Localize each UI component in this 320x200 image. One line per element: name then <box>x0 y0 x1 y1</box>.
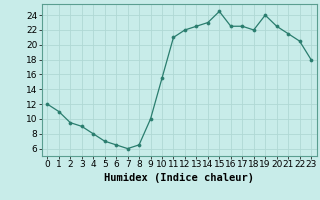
X-axis label: Humidex (Indice chaleur): Humidex (Indice chaleur) <box>104 173 254 183</box>
